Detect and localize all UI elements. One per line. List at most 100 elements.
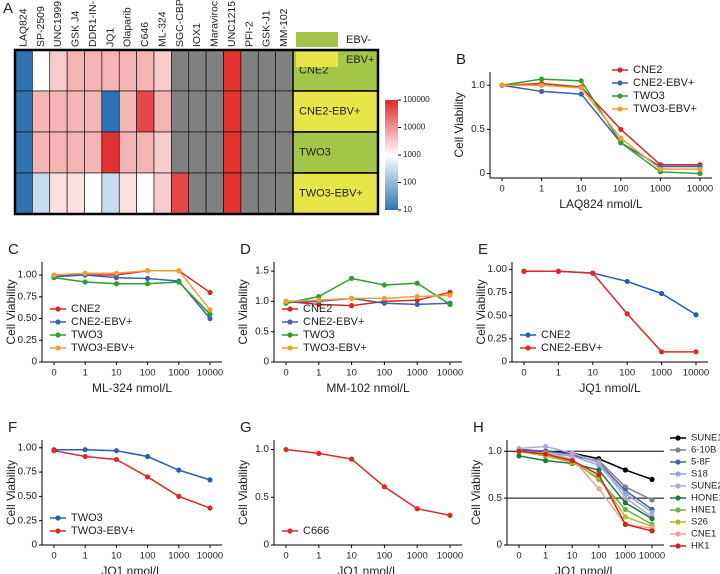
data-point xyxy=(316,293,322,300)
data-point xyxy=(176,279,182,285)
heatmap-cell xyxy=(223,49,242,92)
legend-label: CNE2 xyxy=(541,329,570,341)
legend-label: CNE2 xyxy=(633,64,662,76)
y-axis-label: Cell Viability xyxy=(4,279,18,344)
legend-marker xyxy=(675,483,681,489)
heatmap-cell xyxy=(32,90,51,133)
heatmap-cell xyxy=(257,49,276,92)
legend-label: HNE1 xyxy=(691,505,716,516)
data-point xyxy=(578,78,584,84)
x-tick-label: 10 xyxy=(346,551,357,562)
column-label: C646 xyxy=(139,22,151,47)
series-line xyxy=(285,448,451,517)
group-swatch xyxy=(296,52,338,67)
data-point xyxy=(649,516,655,522)
heatmap-cell xyxy=(153,131,172,174)
data-point xyxy=(113,448,119,454)
legend-label: CNE2-EBV+ xyxy=(71,316,132,328)
data-point xyxy=(697,170,703,177)
legend-marker xyxy=(675,531,681,537)
heatmap-cell xyxy=(66,90,85,133)
heatmap-cell xyxy=(32,131,51,174)
data-point xyxy=(414,280,420,286)
heatmap-cell xyxy=(153,49,172,92)
x-tick-label: 10 xyxy=(588,368,599,379)
y-tick-label: 1.5 xyxy=(255,266,269,277)
heatmap-cell xyxy=(240,49,259,92)
legend-marker xyxy=(675,495,681,501)
data-point xyxy=(543,443,549,450)
y-tick-label: 0.25 xyxy=(18,515,38,526)
column-label: UNC1215 xyxy=(226,1,238,47)
data-point xyxy=(113,281,119,287)
heatmap-cell xyxy=(205,49,224,92)
heatmap-cell xyxy=(240,90,259,133)
x-tick-label: 1000 xyxy=(651,368,672,379)
data-point xyxy=(543,458,549,464)
series-line xyxy=(518,450,653,527)
heatmap-border xyxy=(13,48,380,216)
data-point xyxy=(622,514,629,520)
legend-marker xyxy=(617,93,623,99)
heatmap-cell xyxy=(171,49,190,92)
heatmap-cell xyxy=(84,90,103,133)
panel-letter: G xyxy=(240,419,252,436)
legend-marker xyxy=(55,332,61,338)
panel-letter: A xyxy=(3,0,13,17)
data-point xyxy=(381,282,387,288)
heatmap-cell xyxy=(205,90,224,133)
colorbar-label: 100000 xyxy=(403,95,430,104)
series-line xyxy=(518,445,653,518)
heatmap-cell xyxy=(136,172,155,215)
legend-label: S26 xyxy=(691,517,708,528)
x-tick-label: 10 xyxy=(111,551,122,562)
data-point xyxy=(414,293,420,300)
x-tick-label: 100 xyxy=(140,368,156,379)
panel-letter: D xyxy=(240,241,251,258)
legend-label: TWO3-EBV+ xyxy=(303,342,367,354)
series-line xyxy=(285,277,451,306)
legend-label: SUNE2 xyxy=(691,481,720,492)
data-point xyxy=(145,275,151,282)
data-point xyxy=(499,82,505,88)
data-point xyxy=(414,506,420,512)
x-tick-label: 10000 xyxy=(639,551,665,562)
data-point xyxy=(516,453,522,459)
heatmap-cell xyxy=(257,131,276,174)
heatmap-cell xyxy=(171,90,190,133)
x-tick-label: 1000 xyxy=(407,551,428,562)
heatmap-cell xyxy=(14,90,33,133)
series-line xyxy=(53,449,211,509)
legend-label: TWO3 xyxy=(633,90,665,102)
y-tick-label: 0.25 xyxy=(18,335,38,346)
data-point xyxy=(649,509,655,515)
x-tick-label: 10000 xyxy=(437,551,463,562)
data-point xyxy=(447,301,453,308)
data-point xyxy=(207,505,213,511)
data-point xyxy=(649,497,655,503)
heatmap-cell xyxy=(188,90,207,133)
column-label: Olaparib xyxy=(122,7,134,47)
data-point xyxy=(207,477,213,483)
heatmap-cell xyxy=(49,172,68,215)
legend-label: CNE2 xyxy=(71,303,100,315)
data-point xyxy=(283,298,289,304)
x-tick-label: 0 xyxy=(516,551,521,562)
x-axis-label: ML-324 nmol/L xyxy=(92,381,172,395)
y-axis-label: Cell Viability xyxy=(4,460,18,525)
x-tick-label: 1 xyxy=(543,551,548,562)
series-line xyxy=(53,276,211,315)
y-axis-label: Cell Viability xyxy=(236,460,250,525)
data-point xyxy=(618,135,624,141)
y-tick-label: 1.0 xyxy=(255,444,269,455)
data-point xyxy=(51,448,57,454)
legend-marker xyxy=(675,459,681,465)
heatmap-cell xyxy=(275,131,294,174)
legend-label: CNE1 xyxy=(691,529,716,540)
data-point xyxy=(596,472,602,478)
legend-marker xyxy=(617,106,623,112)
heatmap-cell xyxy=(49,90,68,133)
data-point xyxy=(283,446,289,453)
heatmap-cell xyxy=(188,131,207,174)
heatmap-cell xyxy=(49,131,68,174)
